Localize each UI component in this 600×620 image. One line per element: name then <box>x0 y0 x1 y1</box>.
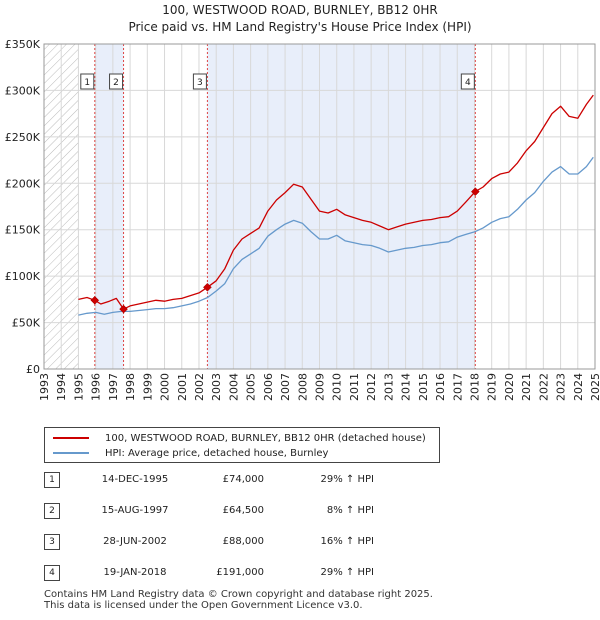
sale-hpi-diff: 16% ↑ HPI <box>320 536 374 547</box>
x-tick-label: 1999 <box>141 373 154 401</box>
series-line-hpi <box>78 156 594 316</box>
sale-date: 15-AUG-1997 <box>101 505 169 516</box>
x-tick-label: 2001 <box>176 373 189 401</box>
legend-item-property: 100, WESTWOOD ROAD, BURNLEY, BB12 0HR (d… <box>53 431 426 445</box>
sale-label-box <box>80 73 95 90</box>
x-tick-label: 1993 <box>38 373 51 401</box>
sale-row: 4 19-JAN-2018 £191,000 29% ↑ HPI <box>44 563 424 583</box>
x-tick-label: 2016 <box>434 373 447 401</box>
x-tick-label: 2017 <box>451 373 464 401</box>
x-tick-label: 2021 <box>520 373 533 401</box>
plot-frame <box>43 43 596 370</box>
sale-price: £191,000 <box>216 567 264 578</box>
x-tick-label: 2023 <box>555 373 568 401</box>
y-tick-label: £350K <box>5 38 41 51</box>
x-tick-label: 2000 <box>159 373 172 401</box>
x-tick-label: 2003 <box>210 373 223 401</box>
x-tick-label: 2012 <box>365 373 378 401</box>
sale-date: 19-JAN-2018 <box>103 567 167 578</box>
x-tick-label: 2024 <box>572 373 585 401</box>
legend-item-hpi: HPI: Average price, detached house, Burn… <box>53 446 328 460</box>
sale-label-number: 4 <box>465 78 471 88</box>
sale-hpi-diff: 8% ↑ HPI <box>326 505 374 516</box>
sale-label-number: 3 <box>197 78 203 88</box>
x-tick-label: 2020 <box>503 373 516 401</box>
sale-row: 2 15-AUG-1997 £64,500 8% ↑ HPI <box>44 501 424 521</box>
sale-label-box <box>192 73 207 90</box>
x-tick-label: 2014 <box>400 373 413 401</box>
sale-badge: 2 <box>44 503 60 519</box>
x-tick-label: 2005 <box>245 373 258 401</box>
x-tick-label: 2004 <box>227 373 240 401</box>
x-tick-label: 2018 <box>468 373 481 401</box>
chart-title: 100, WESTWOOD ROAD, BURNLEY, BB12 0HR Pr… <box>0 2 600 36</box>
sale-label-number: 2 <box>113 78 119 88</box>
legend-swatch-hpi <box>53 452 89 454</box>
legend-label-hpi: HPI: Average price, detached house, Burn… <box>105 447 329 459</box>
x-tick-label: 1995 <box>72 373 85 401</box>
x-tick-label: 2022 <box>537 373 550 401</box>
legend: 100, WESTWOOD ROAD, BURNLEY, BB12 0HR (d… <box>44 427 440 463</box>
sale-point <box>470 187 480 196</box>
sale-label-box <box>460 73 475 90</box>
sale-badge: 1 <box>44 472 60 488</box>
x-tick-label: 1994 <box>55 373 68 401</box>
sale-hpi-diff: 29% ↑ HPI <box>320 567 374 578</box>
series-line-property <box>78 94 594 310</box>
footer: Contains HM Land Registry data © Crown c… <box>44 589 584 611</box>
sale-price: £74,000 <box>222 474 264 485</box>
y-tick-label: £150K <box>5 224 41 237</box>
x-tick-label: 2025 <box>589 373 600 401</box>
price-chart: 1 2 3 4 £0 £50K £100K £150K £200K £250K £300K £350K… <box>5 38 600 401</box>
footer-line-1: Contains HM Land Registry data © Crown c… <box>44 589 433 600</box>
y-tick-label: £0 <box>26 363 40 376</box>
y-tick-label: £300K <box>5 84 41 97</box>
shaded-period <box>94 44 124 369</box>
x-tick-label: 2008 <box>296 373 309 401</box>
legend-label-property: 100, WESTWOOD ROAD, BURNLEY, BB12 0HR (d… <box>105 432 426 444</box>
title-line-1: 100, WESTWOOD ROAD, BURNLEY, BB12 0HR <box>162 3 438 17</box>
sale-point <box>90 295 100 305</box>
x-tick-label: 2002 <box>193 373 206 401</box>
footer-line-2: This data is licensed under the Open Gov… <box>44 600 363 611</box>
x-tick-label: 1996 <box>90 373 103 401</box>
x-tick-label: 2010 <box>331 373 344 401</box>
y-tick-label: £250K <box>5 131 41 144</box>
y-tick-label: £100K <box>5 270 41 283</box>
sale-point <box>203 282 212 292</box>
x-tick-label: 2011 <box>348 373 361 401</box>
sale-badge: 4 <box>44 565 60 581</box>
sale-price: £88,000 <box>222 536 264 547</box>
x-tick-label: 2006 <box>262 373 275 401</box>
title-line-2: Price paid vs. HM Land Registry's House … <box>128 20 472 34</box>
sale-price: £64,500 <box>222 505 264 516</box>
x-tick-label: 2013 <box>382 373 395 401</box>
x-tick-label: 2007 <box>279 373 292 401</box>
sale-label-box <box>109 73 124 90</box>
shaded-period <box>207 44 476 369</box>
x-tick-label: 1997 <box>107 373 120 401</box>
legend-swatch-property <box>53 437 89 439</box>
sale-row: 1 14-DEC-1995 £74,000 29% ↑ HPI <box>44 470 424 490</box>
sale-hpi-diff: 29% ↑ HPI <box>320 474 374 485</box>
sale-badge: 3 <box>44 534 60 550</box>
sale-row: 3 28-JUN-2002 £88,000 16% ↑ HPI <box>44 532 424 552</box>
sale-date: 28-JUN-2002 <box>103 536 167 547</box>
sale-point <box>119 304 128 314</box>
sale-date: 14-DEC-1995 <box>101 474 169 485</box>
x-tick-label: 2009 <box>314 373 327 401</box>
y-tick-label: £200K <box>5 177 41 190</box>
sale-label-number: 1 <box>84 78 90 88</box>
x-tick-label: 1998 <box>124 373 137 401</box>
x-tick-label: 2015 <box>417 373 430 401</box>
y-tick-label: £50K <box>12 317 41 330</box>
x-tick-label: 2019 <box>486 373 499 401</box>
